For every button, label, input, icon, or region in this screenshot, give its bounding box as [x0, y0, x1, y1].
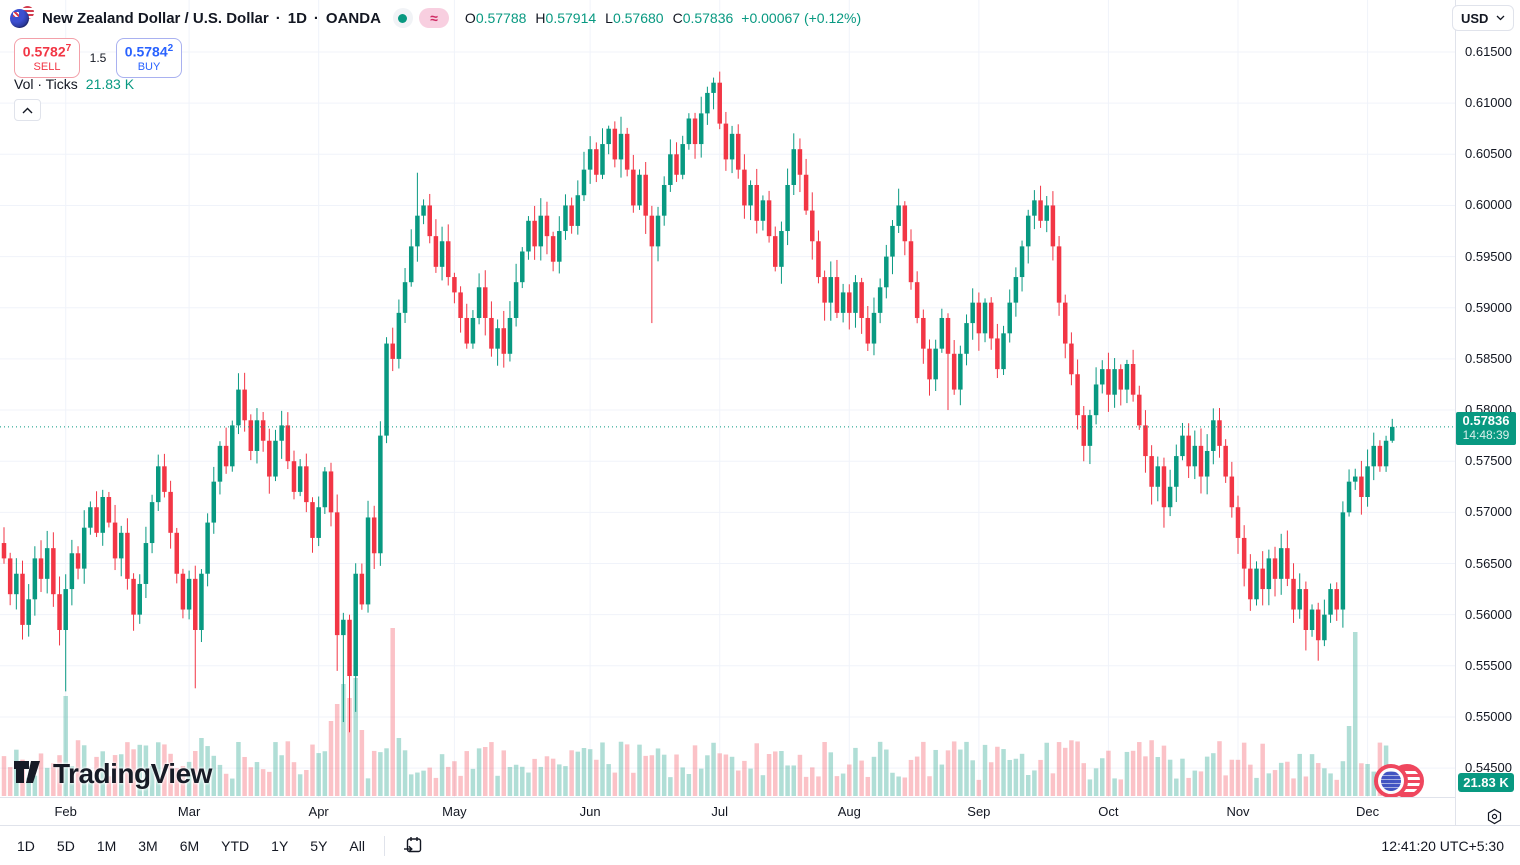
buy-label: BUY	[137, 60, 161, 73]
range-button-1y[interactable]: 1Y	[271, 837, 289, 854]
chevron-down-icon	[1496, 15, 1505, 21]
nz-flag-circle-icon	[1374, 764, 1408, 798]
price-tick-label: 0.54500	[1465, 760, 1512, 776]
price-scale[interactable]: USD 0.61500 0.61000 0.60500 0.60000 0.59500 0…	[1452, 0, 1520, 825]
volume-indicator: Vol · Ticks 21.83 K	[14, 76, 134, 92]
month-tick-label: Nov	[1226, 804, 1250, 819]
month-tick-label: Mar	[177, 804, 201, 819]
month-tick-label: Jul	[711, 804, 729, 819]
exchange-label[interactable]: OANDA	[325, 9, 381, 27]
range-button-5d[interactable]: 5D	[56, 837, 75, 854]
month-tick-label: Jun	[579, 804, 601, 819]
range-button-1m[interactable]: 1M	[96, 837, 117, 854]
currency-dropdown[interactable]: USD	[1452, 5, 1514, 31]
go-to-date-button[interactable]	[395, 832, 432, 859]
separator: ·	[313, 9, 319, 27]
pair-flag-icon	[10, 6, 34, 30]
price-tick-label: 0.59500	[1465, 248, 1512, 264]
settings-gear-icon[interactable]	[1486, 808, 1503, 830]
volume-indicator-label[interactable]: Vol · Ticks	[14, 76, 78, 92]
spread-value: 1.5	[89, 51, 107, 65]
month-tick-label: Feb	[54, 804, 77, 819]
symbol-title[interactable]: New Zealand Dollar / U.S. Dollar	[42, 9, 269, 27]
month-tick-label: May	[442, 804, 467, 819]
price-tick-label: 0.56500	[1465, 555, 1512, 571]
month-tick-label: Aug	[837, 804, 861, 819]
price-tick-label: 0.61500	[1465, 44, 1512, 59]
chevron-up-icon	[22, 107, 33, 113]
symbol-legend: New Zealand Dollar / U.S. Dollar · 1D · …	[10, 6, 861, 30]
last-price-value: 0.57836	[1462, 412, 1510, 428]
market-status-icon[interactable]	[392, 8, 413, 28]
sell-price: 0.5782	[22, 43, 66, 60]
change-value: +0.00067 (+0.12%)	[741, 10, 862, 26]
sell-label: SELL	[33, 60, 61, 73]
month-tick-label: Apr	[308, 804, 329, 819]
low-label: L	[605, 10, 613, 26]
clock-timezone-label[interactable]: 12:41:20 UTC+5:30	[1381, 837, 1504, 854]
buy-button[interactable]: 0.57842 BUY	[116, 38, 182, 78]
close-value: 0.57836	[682, 10, 734, 26]
tradingview-watermark: TradingView	[14, 758, 212, 790]
range-button-all[interactable]: All	[349, 837, 365, 854]
low-value: 0.57680	[612, 10, 664, 26]
open-label: O	[464, 10, 476, 26]
collapse-panel-button[interactable]	[14, 99, 41, 121]
trade-panel: 0.57827 SELL 1.5 0.57842 BUY	[14, 38, 182, 78]
high-value: 0.57914	[545, 10, 597, 26]
bottom-toolbar: 1D 5D 1M 3M 6M YTD 1Y 5Y All 12:41:20 UTC+5:30	[0, 825, 1520, 865]
last-price-badge: 0.57836 14:48:39	[1456, 411, 1516, 445]
sell-button[interactable]: 0.57827 SELL	[14, 38, 80, 78]
open-value: 0.57788	[475, 10, 527, 26]
price-tick-label: 0.57500	[1465, 453, 1512, 469]
delayed-data-icon[interactable]: ≈	[418, 8, 449, 28]
toolbar-divider	[383, 835, 385, 856]
high-label: H	[535, 10, 546, 26]
bar-countdown: 14:48:39	[1462, 427, 1510, 442]
price-tick-label: 0.55500	[1465, 657, 1512, 673]
range-button-3m[interactable]: 3M	[138, 837, 158, 854]
range-button-group: 1D 5D 1M 3M 6M YTD 1Y 5Y All	[8, 833, 374, 859]
month-tick-label: Dec	[1356, 804, 1380, 819]
buy-price: 0.5784	[124, 43, 168, 60]
range-button-5y[interactable]: 5Y	[310, 837, 328, 854]
volume-badge: 21.83 K	[1458, 773, 1514, 792]
pair-logo-watermark	[1374, 763, 1426, 799]
timeframe-label[interactable]: 1D	[287, 9, 307, 27]
time-scale[interactable]: Feb Mar Apr May Jun Jul Aug Sep Oct Nov Dec	[0, 797, 1520, 826]
price-tick-label: 0.57000	[1465, 504, 1512, 520]
month-tick-label: Sep	[967, 804, 991, 819]
month-tick-label: Oct	[1098, 804, 1119, 819]
price-tick-label: 0.59000	[1465, 299, 1512, 315]
separator: ·	[275, 9, 281, 27]
candlestick-chart-pane[interactable]	[0, 0, 1455, 797]
price-tick-label: 0.56000	[1465, 606, 1512, 622]
range-button-6m[interactable]: 6M	[179, 837, 200, 854]
price-tick-label: 0.60500	[1465, 146, 1512, 162]
range-button-1d[interactable]: 1D	[17, 837, 35, 854]
price-tick-label: 0.58500	[1465, 350, 1512, 366]
currency-label: USD	[1461, 10, 1489, 26]
calendar-icon	[403, 837, 422, 853]
tradingview-logo-icon	[14, 759, 44, 790]
price-tick-label: 0.61000	[1465, 95, 1512, 111]
ohlc-readout: O0.57788 H0.57914 L0.57680 C0.57836	[465, 10, 733, 26]
price-tick-label: 0.60000	[1465, 197, 1512, 213]
range-button-ytd[interactable]: YTD	[221, 837, 250, 854]
close-label: C	[672, 10, 683, 26]
price-tick-label: 0.55000	[1465, 708, 1512, 724]
volume-indicator-value: 21.83 K	[85, 76, 135, 92]
tradingview-watermark-text: TradingView	[53, 758, 212, 789]
